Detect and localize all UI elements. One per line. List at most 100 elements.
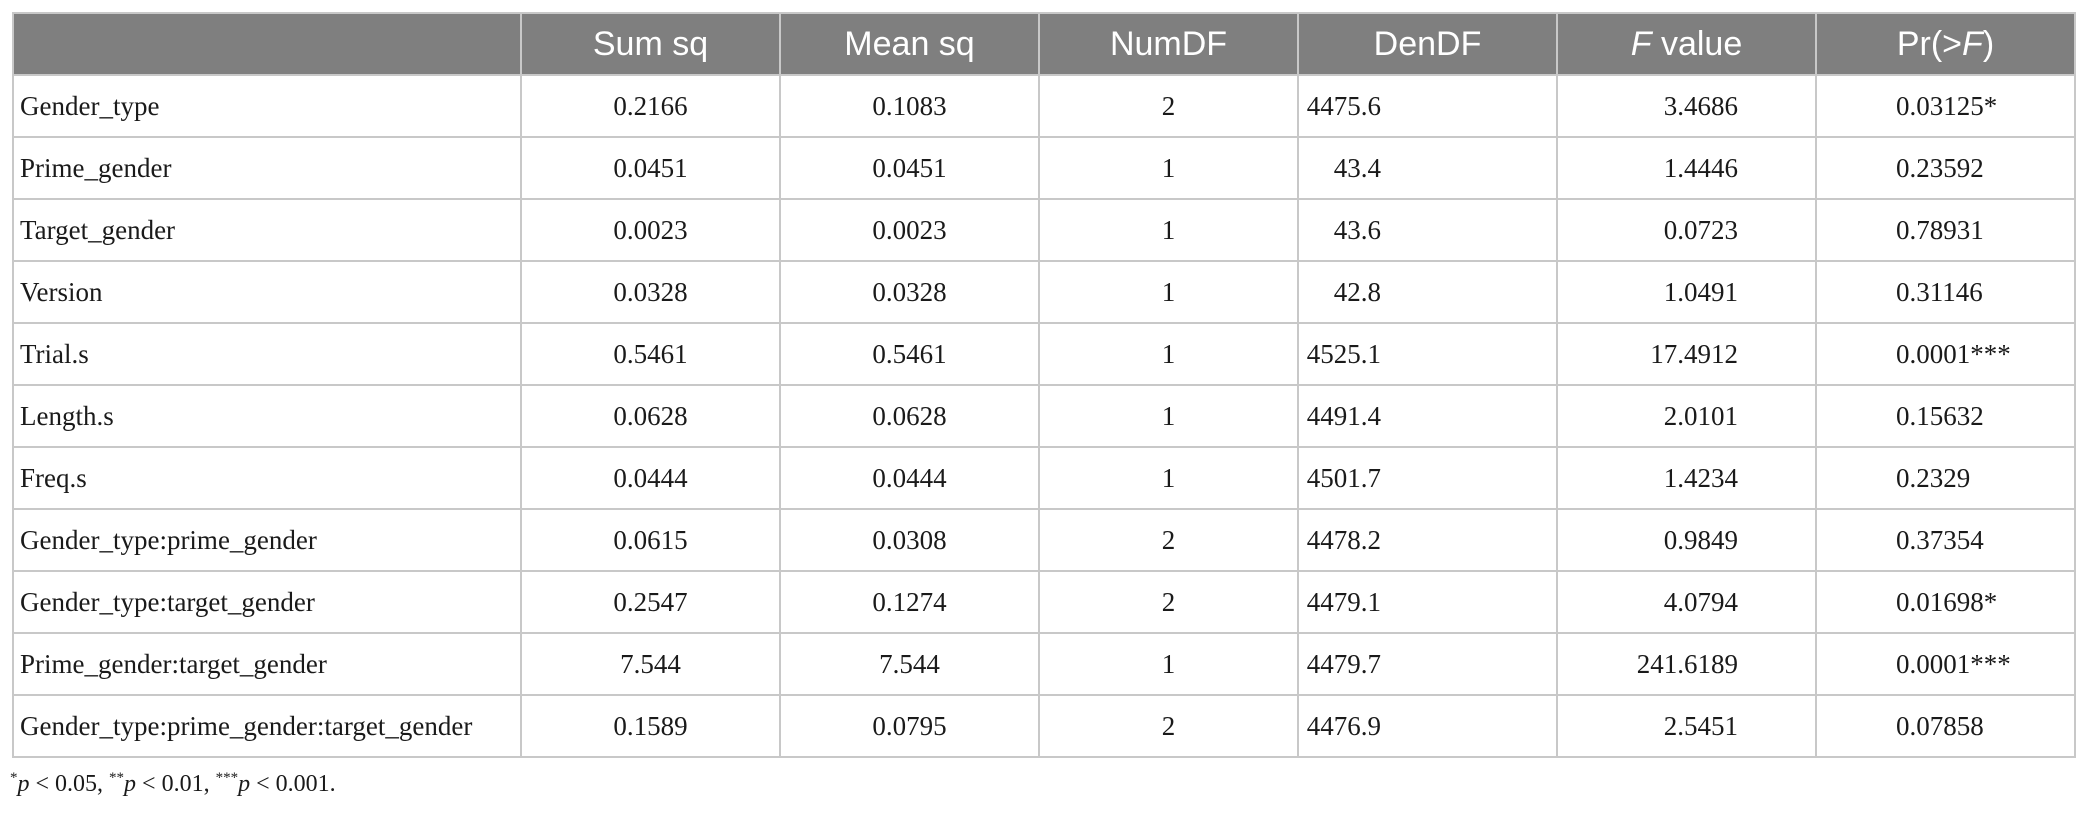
cell-sum-sq: 0.0023 <box>520 198 781 262</box>
cell-numdf: 1 <box>1038 198 1299 262</box>
header-dendf: DenDF <box>1297 12 1558 76</box>
cell-f-value: 2.5451 <box>1556 694 1817 758</box>
cell-term: Gender_type:prime_gender <box>12 508 522 572</box>
cell-p-value: 0.0001*** <box>1815 322 2076 386</box>
cell-f-value: 0.0723 <box>1556 198 1817 262</box>
anova-table-container: Sum sq Mean sq NumDF DenDF F value Pr(>F… <box>12 12 2076 758</box>
header-pr-italic: F <box>1962 24 1983 63</box>
cell-f-value: 4.0794 <box>1556 570 1817 634</box>
cell-p-value: 0.23592 <box>1815 136 2076 200</box>
header-sum-sq: Sum sq <box>520 12 781 76</box>
cell-numdf: 2 <box>1038 508 1299 572</box>
cell-numdf: 2 <box>1038 570 1299 634</box>
cell-term: Length.s <box>12 384 522 448</box>
cell-sum-sq: 0.2166 <box>520 74 781 138</box>
cell-p-value: 0.37354 <box>1815 508 2076 572</box>
table-row: Gender_type:target_gender 0.2547 0.1274 2 44… <box>12 570 2076 634</box>
table-row: Freq.s 0.0444 0.0444 1 4501.7 1.4234 0.2329 <box>12 446 2076 510</box>
cell-dendf: 42.8 <box>1297 260 1558 324</box>
cell-mean-sq: 0.0795 <box>779 694 1040 758</box>
footnote-text-3: < 0.001. <box>250 771 336 797</box>
cell-dendf: 4478.2 <box>1297 508 1558 572</box>
cell-p-value: 0.07858 <box>1815 694 2076 758</box>
cell-term: Gender_type <box>12 74 522 138</box>
cell-sum-sq: 0.2547 <box>520 570 781 634</box>
cell-mean-sq: 0.1274 <box>779 570 1040 634</box>
table-row: Prime_gender:target_gender 7.544 7.544 1 447… <box>12 632 2076 696</box>
cell-mean-sq: 0.0451 <box>779 136 1040 200</box>
cell-sum-sq: 0.0628 <box>520 384 781 448</box>
cell-p-value: 0.78931 <box>1815 198 2076 262</box>
cell-term: Target_gender <box>12 198 522 262</box>
cell-p-value: 0.0001*** <box>1815 632 2076 696</box>
header-pr-open: Pr(> <box>1896 24 1963 63</box>
cell-term: Version <box>12 260 522 324</box>
cell-f-value: 2.0101 <box>1556 384 1817 448</box>
cell-dendf: 4476.9 <box>1297 694 1558 758</box>
cell-numdf: 1 <box>1038 260 1299 324</box>
footnote-sup-1: * <box>10 770 18 786</box>
table-row: Target_gender 0.0023 0.0023 1 43.6 0.0723 0.78… <box>12 198 2076 262</box>
cell-mean-sq: 0.0023 <box>779 198 1040 262</box>
cell-sum-sq: 0.0444 <box>520 446 781 510</box>
cell-sum-sq: 7.544 <box>520 632 781 696</box>
footnote-text-2: < 0.01, <box>136 771 216 797</box>
cell-p-value: 0.01698* <box>1815 570 2076 634</box>
cell-p-value: 0.31146 <box>1815 260 2076 324</box>
cell-sum-sq: 0.0328 <box>520 260 781 324</box>
cell-numdf: 1 <box>1038 384 1299 448</box>
cell-sum-sq: 0.0451 <box>520 136 781 200</box>
header-f-value-rest: value <box>1651 24 1743 63</box>
table-body: Gender_type 0.2166 0.1083 2 4475.6 3.4686 0.03… <box>12 74 2076 758</box>
header-term <box>12 12 522 76</box>
cell-f-value: 17.4912 <box>1556 322 1817 386</box>
cell-numdf: 1 <box>1038 322 1299 386</box>
footnote-var-3: p <box>238 771 251 797</box>
cell-p-value: 0.2329 <box>1815 446 2076 510</box>
header-f-value-italic: F <box>1630 24 1652 63</box>
table-row: Length.s 0.0628 0.0628 1 4491.4 2.0101 0.15632 <box>12 384 2076 448</box>
header-f-value: F value <box>1556 12 1817 76</box>
cell-mean-sq: 0.0444 <box>779 446 1040 510</box>
cell-dendf: 4525.1 <box>1297 322 1558 386</box>
cell-numdf: 1 <box>1038 136 1299 200</box>
cell-dendf: 4479.1 <box>1297 570 1558 634</box>
cell-mean-sq: 0.0308 <box>779 508 1040 572</box>
cell-dendf: 4491.4 <box>1297 384 1558 448</box>
cell-p-value: 0.15632 <box>1815 384 2076 448</box>
cell-numdf: 2 <box>1038 74 1299 138</box>
cell-dendf: 4475.6 <box>1297 74 1558 138</box>
cell-mean-sq: 0.1083 <box>779 74 1040 138</box>
table-row: Gender_type 0.2166 0.1083 2 4475.6 3.4686 0.03… <box>12 74 2076 138</box>
cell-dendf: 4479.7 <box>1297 632 1558 696</box>
cell-mean-sq: 0.0628 <box>779 384 1040 448</box>
table-header: Sum sq Mean sq NumDF DenDF F value Pr(>F… <box>12 12 2076 76</box>
significance-footnote: *p < 0.05, **p < 0.01, ***p < 0.001. <box>10 770 336 798</box>
cell-term: Gender_type:prime_gender:target_gender <box>12 694 522 758</box>
table-row: Version 0.0328 0.0328 1 42.8 1.0491 0.31146 <box>12 260 2076 324</box>
cell-p-value: 0.03125* <box>1815 74 2076 138</box>
cell-f-value: 1.0491 <box>1556 260 1817 324</box>
cell-sum-sq: 0.0615 <box>520 508 781 572</box>
cell-numdf: 1 <box>1038 446 1299 510</box>
footnote-text-1: < 0.05, <box>29 771 110 797</box>
cell-f-value: 1.4234 <box>1556 446 1817 510</box>
table-row: Gender_type:prime_gender 0.0615 0.0308 2 447… <box>12 508 2076 572</box>
cell-sum-sq: 0.5461 <box>520 322 781 386</box>
cell-term: Trial.s <box>12 322 522 386</box>
cell-mean-sq: 0.5461 <box>779 322 1040 386</box>
cell-f-value: 3.4686 <box>1556 74 1817 138</box>
header-numdf: NumDF <box>1038 12 1299 76</box>
header-row: Sum sq Mean sq NumDF DenDF F value Pr(>F… <box>12 12 2076 76</box>
table-row: Prime_gender 0.0451 0.0451 1 43.4 1.4446 0.235… <box>12 136 2076 200</box>
cell-dendf: 4501.7 <box>1297 446 1558 510</box>
header-pr-f: Pr(>F) <box>1815 12 2076 76</box>
cell-term: Prime_gender <box>12 136 522 200</box>
cell-f-value: 0.9849 <box>1556 508 1817 572</box>
anova-table: Sum sq Mean sq NumDF DenDF F value Pr(>F… <box>12 12 2076 758</box>
footnote-sup-3: *** <box>215 770 239 786</box>
footnote-sup-2: ** <box>109 770 125 786</box>
header-pr-close: ) <box>1982 24 1995 63</box>
cell-f-value: 1.4446 <box>1556 136 1817 200</box>
header-mean-sq: Mean sq <box>779 12 1040 76</box>
